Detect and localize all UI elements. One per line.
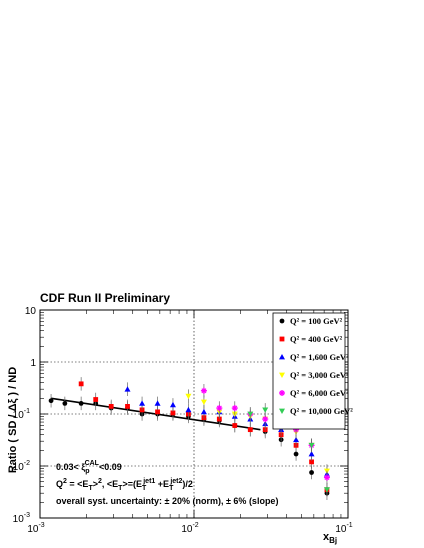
axis-ticks xyxy=(39,309,349,519)
data-point xyxy=(155,409,160,415)
chart-title: CDF Run II Preliminary xyxy=(40,291,170,305)
data-point xyxy=(293,451,299,457)
data-point xyxy=(308,442,315,449)
data-point xyxy=(124,386,131,392)
data-point xyxy=(170,410,176,416)
legend-label: Q² = 1,600 GeV² xyxy=(290,352,349,362)
data-point xyxy=(108,404,114,409)
y-tick-label: 10-2 xyxy=(13,460,30,473)
data-point xyxy=(48,398,54,404)
data-point xyxy=(216,405,223,412)
data-point xyxy=(293,436,300,443)
data-point xyxy=(78,400,84,406)
data-point xyxy=(308,451,315,457)
x-axis-label: xBj xyxy=(323,531,337,545)
data-point xyxy=(231,405,238,412)
legend-marker xyxy=(279,408,285,414)
data-point xyxy=(139,400,146,406)
data-point xyxy=(200,387,207,394)
annotation-systematic-uncertainty: overall syst. uncertainty: ± 20% (norm),… xyxy=(56,496,278,506)
legend-label: Q² = 6,000 GeV² xyxy=(290,388,349,398)
data-point xyxy=(78,381,84,387)
data-point xyxy=(262,407,269,413)
legend-label: Q² = 400 GeV² xyxy=(290,334,343,344)
data-point xyxy=(247,411,254,417)
y-tick-label: 10-1 xyxy=(13,408,30,421)
legend: Q² = 100 GeV² Q² = 400 GeV² Q² = 1,600 GeV… xyxy=(279,316,353,416)
data-point xyxy=(200,399,207,406)
data-point xyxy=(309,459,314,465)
x-tick-label: 10-3 xyxy=(27,522,44,535)
data-point xyxy=(216,416,222,422)
data-point xyxy=(262,416,269,423)
legend-label: Q² = 10,000 GeV² xyxy=(290,406,353,416)
data-point xyxy=(309,470,314,475)
data-point xyxy=(93,397,99,402)
y-axis-label: Ratio ( SD / Δξ ) / ND xyxy=(7,367,19,473)
star-stroke xyxy=(201,388,207,394)
data-point xyxy=(247,427,253,433)
legend-marker xyxy=(279,354,285,360)
y-tick-label: 1 xyxy=(30,358,36,369)
data-point xyxy=(62,400,68,406)
tick-labels: 10-3 10-2 10-1 10-3 10-2 10-1 1 10 xyxy=(13,306,353,535)
star-stroke xyxy=(262,416,268,422)
data-point xyxy=(185,393,192,400)
x-tick-label: 10-1 xyxy=(335,522,352,535)
data-point xyxy=(169,401,176,408)
y-tick-label: 10 xyxy=(25,306,37,317)
legend-marker xyxy=(279,372,285,378)
data-point xyxy=(185,406,192,413)
x-tick-label: 10-2 xyxy=(181,522,198,535)
data-point xyxy=(154,400,161,406)
legend-marker xyxy=(279,336,285,342)
legend-label: Q² = 3,000 GeV² xyxy=(290,370,349,380)
data-points xyxy=(48,377,330,500)
data-point xyxy=(125,404,130,409)
legend-marker xyxy=(279,318,285,324)
data-point xyxy=(323,474,330,481)
data-point xyxy=(232,423,238,428)
legend-box xyxy=(272,312,346,430)
legend-marker xyxy=(279,390,285,396)
star-stroke xyxy=(324,475,330,481)
annotation-xi-range: 0.03< ξpCAL<0.09 xyxy=(56,460,122,475)
star-stroke xyxy=(216,405,222,411)
star-stroke xyxy=(232,405,238,411)
data-point xyxy=(323,487,330,493)
y-tick-label: 10-3 xyxy=(13,512,30,525)
data-point xyxy=(200,408,207,415)
star-stroke xyxy=(279,390,285,396)
legend-label: Q² = 100 GeV² xyxy=(290,316,343,326)
